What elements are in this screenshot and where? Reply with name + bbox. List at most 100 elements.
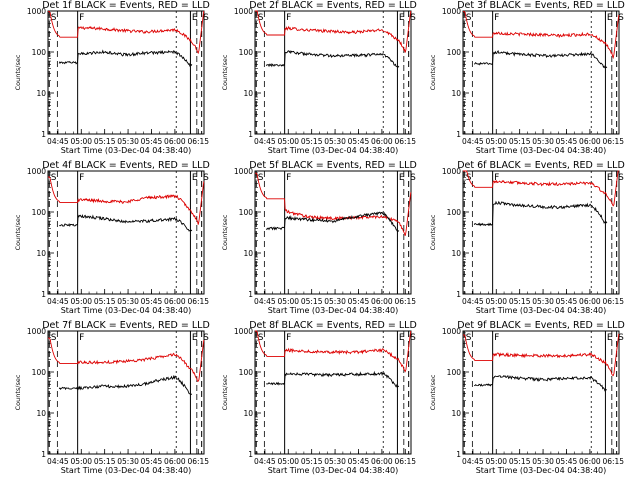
- y-tick-label: 1: [248, 290, 253, 299]
- y-axis-title: Counts/sec: [221, 214, 229, 250]
- y-tick-label: 100: [239, 368, 254, 377]
- detector-panel-8: Det 8f BLACK = Events, RED = LLD 1 10 100 10…: [221, 320, 417, 475]
- x-tick-label: 06:15: [187, 297, 209, 306]
- detector-panel-7: Det 7f BLACK = Events, RED = LLD 1 10 100 10…: [14, 320, 210, 475]
- event-marker-label: S: [258, 333, 264, 343]
- lld-rate-curve: [463, 11, 620, 60]
- y-tick-label: 100: [239, 48, 254, 57]
- x-tick-label: 06:00: [371, 457, 393, 466]
- event-marker-label: S: [51, 173, 57, 183]
- y-tick-label: 10: [36, 89, 46, 98]
- x-tick-label: 04:45: [47, 137, 69, 146]
- detector-panel-9: Det 9f BLACK = Events, RED = LLD 1 10 100 10…: [429, 320, 625, 475]
- event-marker-label: F: [494, 333, 499, 343]
- y-axis-title: Counts/sec: [14, 214, 22, 250]
- x-tick-label: 04:45: [254, 457, 276, 466]
- event-marker-label: F: [79, 13, 84, 23]
- y-tick-label: 10: [243, 409, 253, 418]
- x-tick-label: 05:00: [70, 457, 92, 466]
- event-marker-label: S: [618, 333, 624, 343]
- event-marker-label: S: [258, 13, 264, 23]
- event-marker-label: E: [192, 13, 198, 23]
- lld-rate-curve: [255, 330, 412, 373]
- panel-title: Det 8f BLACK = Events, RED = LLD: [249, 320, 417, 331]
- y-tick-label: 10: [451, 249, 461, 258]
- x-tick-label: 06:00: [164, 457, 186, 466]
- event-marker-label: F: [494, 13, 499, 23]
- x-tick-label: 05:00: [485, 297, 507, 306]
- x-tick-label: 05:00: [485, 137, 507, 146]
- detector-panel-4: Det 4f BLACK = Events, RED = LLD 1 10 100 10…: [14, 160, 210, 315]
- plot-frame: [462, 170, 620, 295]
- x-tick-label: 04:45: [462, 137, 484, 146]
- y-tick-label: 1: [41, 290, 46, 299]
- detector-panel-2: Det 2f BLACK = Events, RED = LLD 1 10 100 10…: [221, 0, 417, 155]
- lld-rate-curve: [463, 333, 620, 377]
- x-tick-label: 05:00: [485, 457, 507, 466]
- panel-title: Det 9f BLACK = Events, RED = LLD: [457, 320, 625, 331]
- events-rate-curve: [58, 49, 193, 68]
- x-axis-title: Start Time (03-Dec-04 04:38:40): [61, 146, 192, 155]
- panel-title: Det 7f BLACK = Events, RED = LLD: [42, 320, 210, 331]
- x-tick-label: 06:15: [602, 457, 624, 466]
- event-marker-label: E: [607, 13, 613, 23]
- x-tick-label: 06:00: [371, 297, 393, 306]
- y-tick-label: 1: [456, 450, 461, 459]
- x-tick-label: 05:00: [277, 297, 299, 306]
- y-tick-label: 1000: [234, 327, 253, 336]
- event-marker-label: F: [286, 13, 291, 23]
- events-rate-curve: [59, 214, 193, 232]
- event-marker-label: F: [286, 173, 291, 183]
- x-tick-label: 05:45: [141, 137, 163, 146]
- x-axis-title: Start Time (03-Dec-04 04:38:40): [61, 306, 192, 315]
- plot-frame: [254, 10, 412, 135]
- event-marker-label: S: [618, 13, 624, 23]
- y-tick-label: 1000: [442, 327, 461, 336]
- y-tick-label: 100: [32, 368, 47, 377]
- x-tick-label: 05:30: [532, 457, 554, 466]
- x-tick-label: 05:15: [301, 297, 323, 306]
- events-rate-curve: [265, 50, 400, 68]
- panel-title: Det 5f BLACK = Events, RED = LLD: [249, 160, 417, 171]
- y-tick-label: 1: [456, 290, 461, 299]
- x-tick-label: 05:30: [532, 137, 554, 146]
- x-tick-label: 06:15: [394, 297, 416, 306]
- event-marker-label: E: [399, 333, 405, 343]
- event-marker-label: S: [466, 13, 472, 23]
- y-tick-label: 100: [32, 48, 47, 57]
- x-tick-label: 05:00: [70, 137, 92, 146]
- y-axis-title: Counts/sec: [221, 374, 229, 410]
- event-marker-label: E: [192, 173, 198, 183]
- y-axis-title: Counts/sec: [429, 374, 437, 410]
- x-tick-label: 06:00: [579, 137, 601, 146]
- x-tick-label: 05:00: [70, 297, 92, 306]
- y-tick-label: 1000: [27, 167, 46, 176]
- x-tick-label: 05:15: [94, 457, 116, 466]
- event-marker-label: E: [192, 333, 198, 343]
- x-tick-label: 04:45: [47, 457, 69, 466]
- event-marker-label: S: [203, 13, 209, 23]
- detector-panel-3: Det 3f BLACK = Events, RED = LLD 1 10 100 10…: [429, 0, 625, 155]
- event-marker-label: S: [618, 173, 624, 183]
- plot-frame: [47, 330, 205, 455]
- event-marker-label: S: [258, 173, 264, 183]
- panel-title: Det 1f BLACK = Events, RED = LLD: [42, 0, 210, 11]
- x-tick-label: 05:30: [532, 297, 554, 306]
- y-tick-label: 1000: [234, 7, 253, 16]
- detector-panel-5: Det 5f BLACK = Events, RED = LLD 1 10 100 10…: [221, 160, 417, 315]
- x-tick-label: 05:00: [277, 457, 299, 466]
- y-tick-label: 10: [36, 249, 46, 258]
- events-rate-curve: [473, 200, 608, 227]
- events-rate-curve: [266, 370, 400, 388]
- y-tick-label: 1: [456, 130, 461, 139]
- x-tick-label: 05:45: [348, 297, 370, 306]
- detector-panel-6: Det 6f BLACK = Events, RED = LLD 1 10 100 10…: [429, 160, 625, 315]
- y-tick-label: 10: [451, 89, 461, 98]
- y-tick-label: 1000: [442, 7, 461, 16]
- plot-frame: [47, 170, 205, 295]
- x-tick-label: 05:45: [348, 137, 370, 146]
- x-tick-label: 05:30: [324, 137, 346, 146]
- event-marker-label: E: [607, 333, 613, 343]
- x-tick-label: 06:15: [602, 297, 624, 306]
- y-tick-label: 100: [447, 368, 462, 377]
